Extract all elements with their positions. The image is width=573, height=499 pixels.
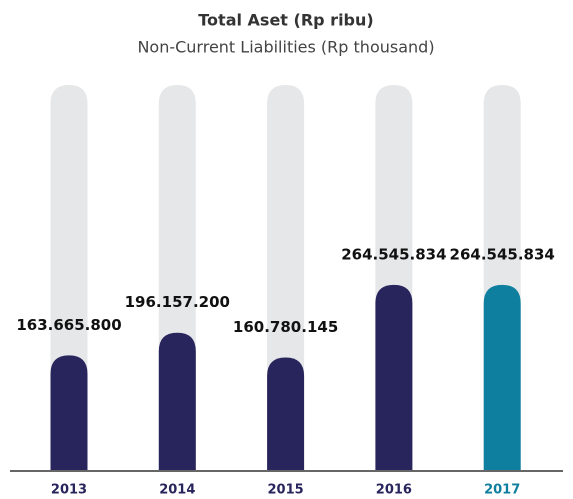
x-tick-label: 2013 — [51, 483, 87, 498]
value-label: 163.665.800 — [16, 316, 121, 334]
x-tick-label: 2017 — [484, 483, 520, 498]
value-label: 264.545.834 — [341, 245, 446, 263]
x-tick-label: 2016 — [376, 483, 412, 498]
bar — [50, 355, 88, 470]
bar — [483, 284, 521, 470]
value-label: 196.157.200 — [125, 293, 230, 311]
bar — [158, 332, 196, 470]
value-label: 160.780.145 — [233, 318, 338, 336]
bar — [267, 357, 305, 470]
bar — [375, 284, 413, 470]
chart-subtitle: Non-Current Liabilities (Rp thousand) — [137, 38, 434, 57]
value-label: 264.545.834 — [450, 245, 555, 263]
x-tick-label: 2014 — [159, 483, 195, 498]
x-tick-label: 2015 — [268, 483, 304, 498]
chart-title: Total Aset (Rp ribu) — [198, 11, 373, 30]
